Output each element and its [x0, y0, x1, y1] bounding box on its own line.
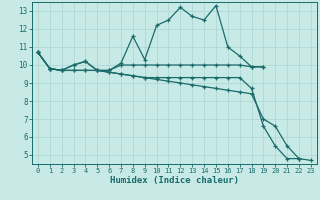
X-axis label: Humidex (Indice chaleur): Humidex (Indice chaleur)	[110, 176, 239, 185]
